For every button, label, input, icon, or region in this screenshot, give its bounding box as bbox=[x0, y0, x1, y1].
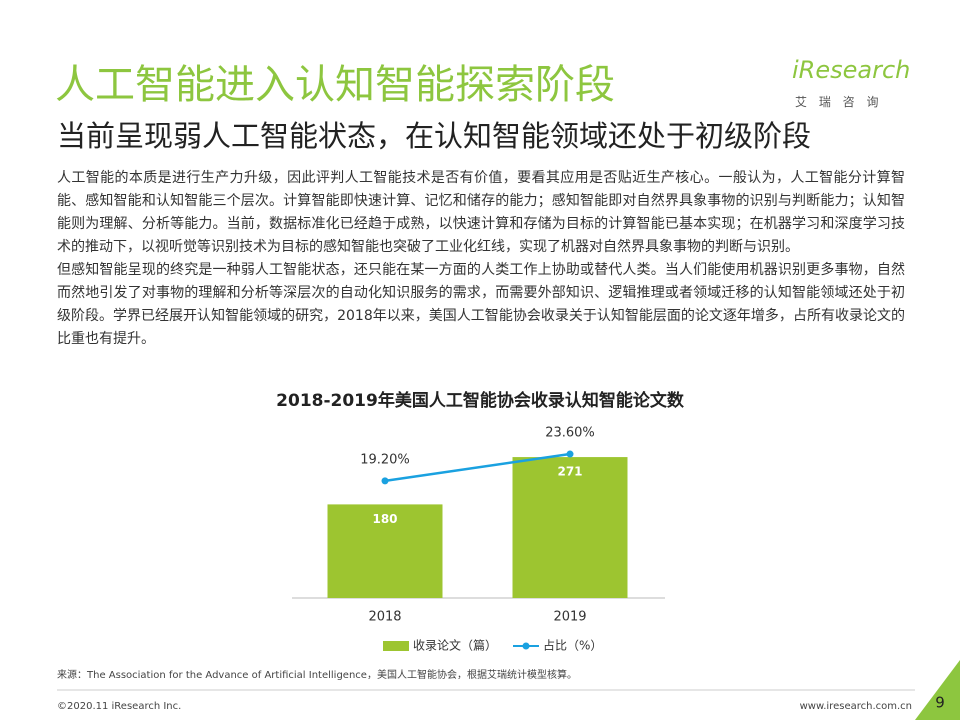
line bbox=[384, 452, 571, 483]
line-point bbox=[566, 450, 574, 458]
subtitle: 当前呈现弱人工智能状态，在认知智能领域还处于初级阶段 bbox=[57, 119, 812, 153]
line-point bbox=[381, 477, 389, 485]
x-tick-label: 2019 bbox=[553, 610, 586, 625]
data-label: 19.20% bbox=[360, 452, 410, 467]
copyright: ©2020.11 iResearch Inc. bbox=[57, 701, 181, 712]
legend-swatch bbox=[383, 641, 409, 651]
paragraph: 人工智能的本质是进行生产力升级，因此评判人工智能技术是否有价值，要看其应用是否贴… bbox=[57, 170, 905, 255]
body-text: 人工智能的本质是进行生产力升级，因此评判人工智能技术是否有价值，要看其应用是否贴… bbox=[57, 167, 905, 351]
data-label: 271 bbox=[557, 465, 582, 479]
legend-label: 收录论文（篇） bbox=[413, 638, 497, 653]
page-number: 9 bbox=[935, 694, 945, 712]
bar bbox=[327, 504, 443, 598]
source: 来源：The Association for the Advance of Ar… bbox=[57, 668, 577, 681]
bar bbox=[512, 457, 628, 598]
x-tick-label: 2018 bbox=[368, 610, 401, 625]
logo-subtitle: 艾 瑞 咨 询 bbox=[795, 95, 883, 109]
url: www.iresearch.com.cn bbox=[800, 701, 912, 712]
logo: iResearch bbox=[792, 56, 911, 84]
data-label: 23.60% bbox=[545, 426, 595, 441]
legend-label: 占比（%） bbox=[543, 638, 602, 653]
legend-swatch bbox=[522, 642, 530, 650]
data-label: 180 bbox=[372, 512, 397, 526]
corner bbox=[915, 660, 960, 720]
paragraph: 但感知智能呈现的终究是一种弱人工智能状态，还只能在某一方面的人类工作上协助或替代… bbox=[57, 262, 905, 347]
chart-title: 2018-2019年美国人工智能协会收录认知智能论文数 bbox=[276, 390, 685, 411]
title: 人工智能进入认知智能探索阶段 bbox=[55, 62, 615, 108]
